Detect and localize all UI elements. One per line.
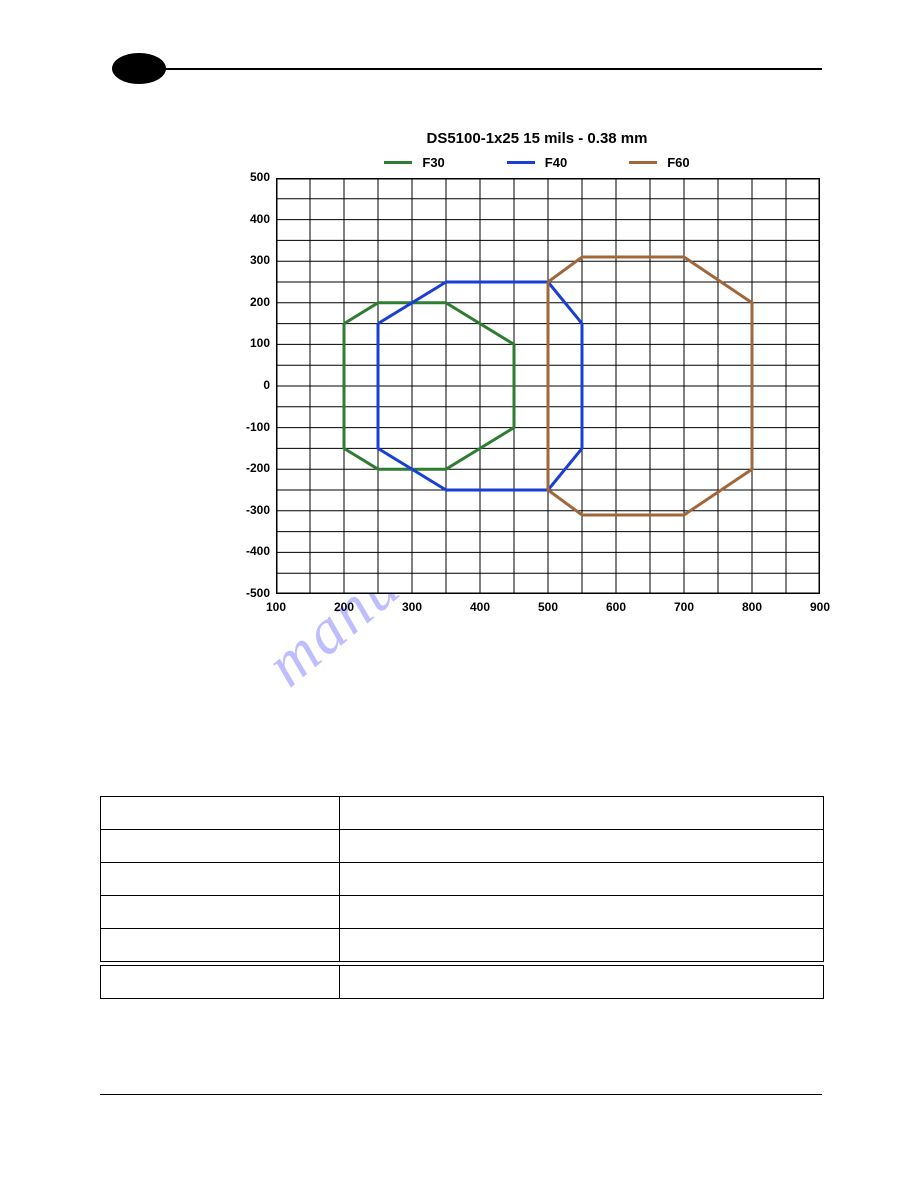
y-tick-label: 100 [236, 336, 270, 350]
legend-label: F60 [667, 155, 689, 170]
legend-label: F30 [422, 155, 444, 170]
x-tick-label: 300 [397, 600, 427, 614]
reading-diagram-chart: DS5100-1x25 15 mils - 0.38 mm F30 F40 F6… [236, 130, 838, 594]
legend-item-f40: F40 [507, 155, 567, 170]
legend-item-f30: F30 [384, 155, 444, 170]
table-cell [339, 863, 823, 896]
y-tick-label: 0 [236, 378, 270, 392]
y-tick-label: -500 [236, 586, 270, 600]
y-tick-label: -300 [236, 503, 270, 517]
x-tick-label: 100 [261, 600, 291, 614]
table-cell [101, 830, 340, 863]
x-tick-label: 400 [465, 600, 495, 614]
table-cell [101, 863, 340, 896]
y-tick-label: 200 [236, 295, 270, 309]
table-row [101, 830, 824, 863]
chart-legend: F30 F40 F60 [236, 155, 838, 170]
chart-plot-wrap: -500-400-300-200-1000100200300400500 100… [236, 178, 838, 594]
y-tick-label: 500 [236, 170, 270, 184]
y-tick-label: -200 [236, 461, 270, 475]
y-tick-label: 400 [236, 212, 270, 226]
conditions-table [100, 796, 824, 999]
y-tick-label: -100 [236, 420, 270, 434]
x-tick-label: 900 [805, 600, 835, 614]
x-tick-label: 800 [737, 600, 767, 614]
table-cell [101, 896, 340, 929]
chart-title: DS5100-1x25 15 mils - 0.38 mm [236, 130, 838, 147]
x-tick-label: 200 [329, 600, 359, 614]
legend-swatch [507, 161, 535, 164]
header-rule [150, 68, 822, 70]
footer-rule [100, 1094, 822, 1095]
x-tick-label: 500 [533, 600, 563, 614]
table-cell [101, 929, 340, 962]
table-row [101, 896, 824, 929]
table-row [101, 966, 824, 999]
table-cell [339, 929, 823, 962]
table-cell [339, 966, 823, 999]
table-cell [101, 797, 340, 830]
y-tick-label: -400 [236, 544, 270, 558]
legend-swatch [629, 161, 657, 164]
table-row [101, 929, 824, 962]
table-row [101, 863, 824, 896]
legend-swatch [384, 161, 412, 164]
table-cell [339, 797, 823, 830]
x-tick-label: 700 [669, 600, 699, 614]
legend-item-f60: F60 [629, 155, 689, 170]
table-row [101, 797, 824, 830]
y-tick-label: 300 [236, 253, 270, 267]
table-cell [339, 896, 823, 929]
chart-plot [276, 178, 820, 594]
table-cell [101, 966, 340, 999]
x-tick-label: 600 [601, 600, 631, 614]
table-cell [339, 830, 823, 863]
legend-label: F40 [545, 155, 567, 170]
